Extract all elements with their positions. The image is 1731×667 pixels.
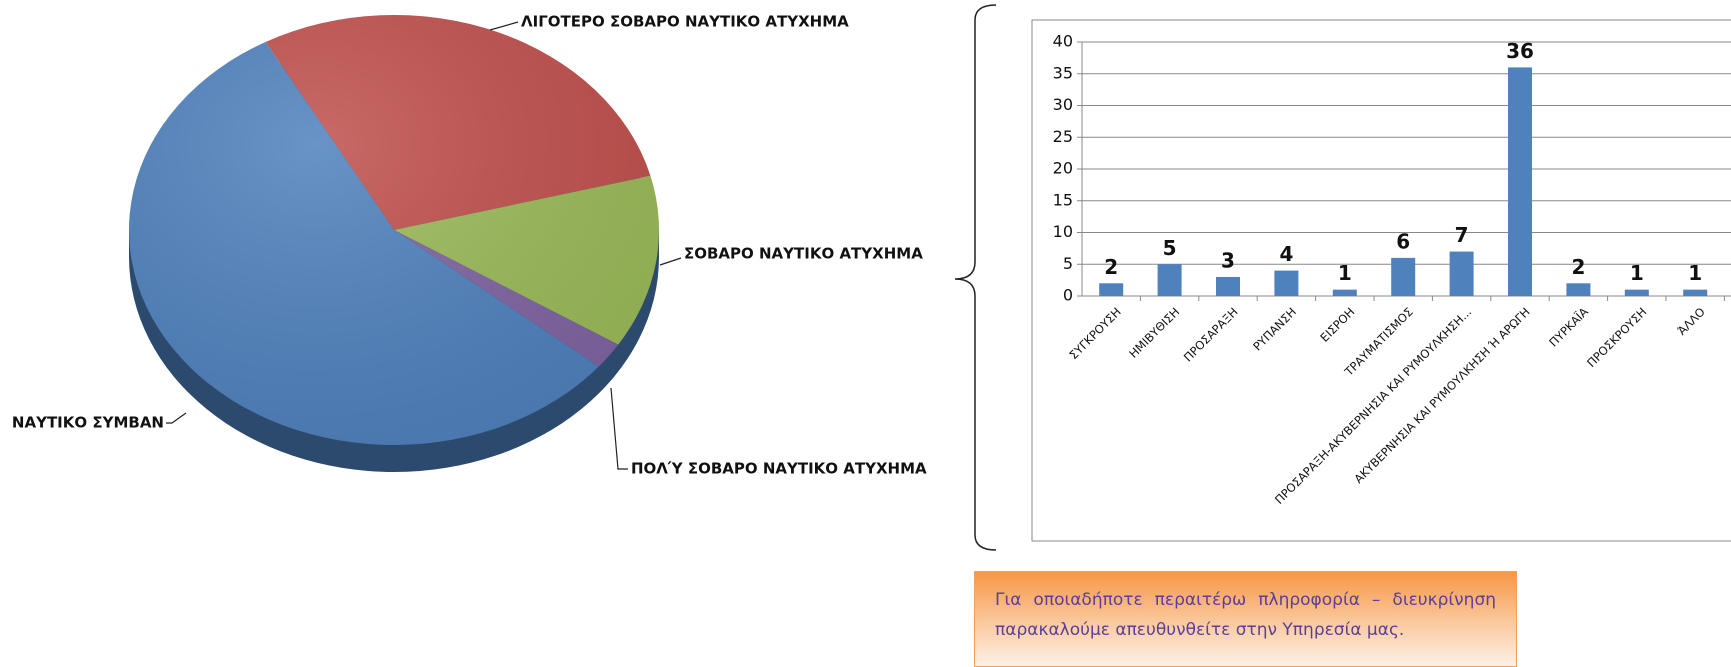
leader-line: [166, 412, 187, 424]
y-tick-label: 10: [1053, 222, 1073, 241]
data-label: 5: [1163, 236, 1177, 260]
y-tick-label: 20: [1053, 159, 1073, 178]
y-tick-label: 5: [1063, 254, 1073, 273]
slice-label: ΠΟΛΎ ΣΟΒΑΡΟ ΝΑΥΤΙΚΟ ΑΤΥΧΗΜΑ: [631, 460, 927, 478]
brace: [954, 4, 997, 551]
data-label: 4: [1279, 242, 1293, 266]
bar: [1508, 67, 1532, 297]
y-tick-label: 30: [1053, 95, 1073, 114]
data-label: 7: [1455, 223, 1469, 247]
data-label: 36: [1506, 39, 1534, 63]
bar: [1624, 289, 1649, 296]
bar: [1274, 270, 1299, 296]
leader-line: [489, 21, 519, 31]
bar: [1332, 289, 1357, 296]
bar: [1391, 257, 1416, 296]
slice-label: ΣΟΒΑΡΟ ΝΑΥΤΙΚΟ ΑΤΥΧΗΜΑ: [684, 245, 923, 263]
y-tick-label: 25: [1053, 127, 1073, 146]
bar: [1099, 283, 1124, 296]
bar: [1157, 264, 1182, 296]
y-tick-label: 40: [1053, 32, 1073, 51]
y-tick-label: 15: [1053, 190, 1073, 209]
y-tick-label: 35: [1053, 63, 1073, 82]
data-label: 1: [1338, 261, 1352, 285]
bar: [1216, 276, 1240, 296]
bar-chart-frame: [1031, 19, 1731, 542]
data-label: 2: [1571, 255, 1585, 279]
data-label: 2: [1104, 255, 1118, 279]
bar: [1449, 251, 1474, 296]
note: Για οποιαδήποτε περαιτέρω πληροφορία – δ…: [974, 571, 1517, 667]
slice-label: ΛΙΓΟΤΕΡΟ ΣΟΒΑΡΟ ΝΑΥΤΙΚΟ ΑΤΥΧΗΜΑ: [521, 13, 849, 31]
pie-shade: [129, 15, 659, 445]
data-label: 6: [1396, 229, 1410, 253]
bar: [1566, 283, 1591, 296]
data-label: 1: [1630, 261, 1644, 285]
leader-line: [659, 257, 682, 266]
bar: [1683, 289, 1708, 296]
y-tick-label: 0: [1063, 286, 1073, 305]
data-label: 3: [1221, 248, 1235, 272]
slice-label: ΝΑΥΤΙΚΟ ΣΥΜΒΑΝ: [12, 414, 164, 432]
data-label: 1: [1688, 261, 1702, 285]
leader-line: [610, 387, 628, 470]
